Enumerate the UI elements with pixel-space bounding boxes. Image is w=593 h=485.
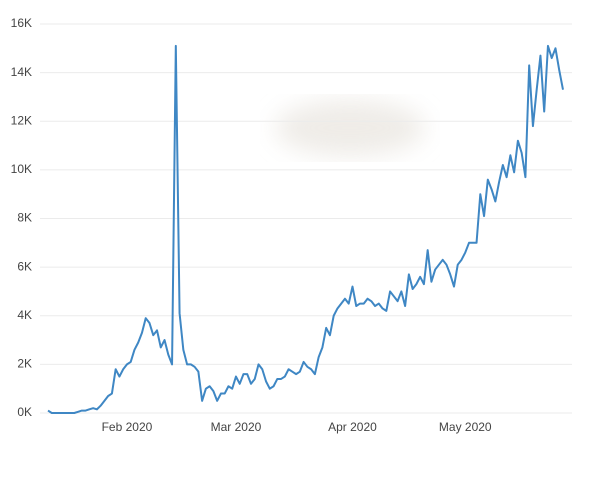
x-tick-label: Apr 2020 bbox=[328, 420, 377, 434]
y-tick-label: 8K bbox=[17, 211, 32, 225]
y-tick-label: 4K bbox=[17, 308, 32, 322]
y-tick-label: 10K bbox=[11, 162, 32, 176]
y-tick-label: 6K bbox=[17, 259, 32, 273]
y-tick-label: 2K bbox=[17, 357, 32, 371]
y-tick-label: 14K bbox=[11, 65, 32, 79]
x-tick-label: May 2020 bbox=[439, 420, 492, 434]
x-tick-label: Feb 2020 bbox=[102, 420, 153, 434]
x-tick-label: Mar 2020 bbox=[211, 420, 262, 434]
y-tick-label: 16K bbox=[11, 16, 32, 30]
y-tick-label: 12K bbox=[11, 113, 32, 127]
data-line bbox=[47, 44, 564, 414]
y-tick-label: 0K bbox=[17, 405, 32, 419]
blurred-area bbox=[275, 100, 425, 156]
